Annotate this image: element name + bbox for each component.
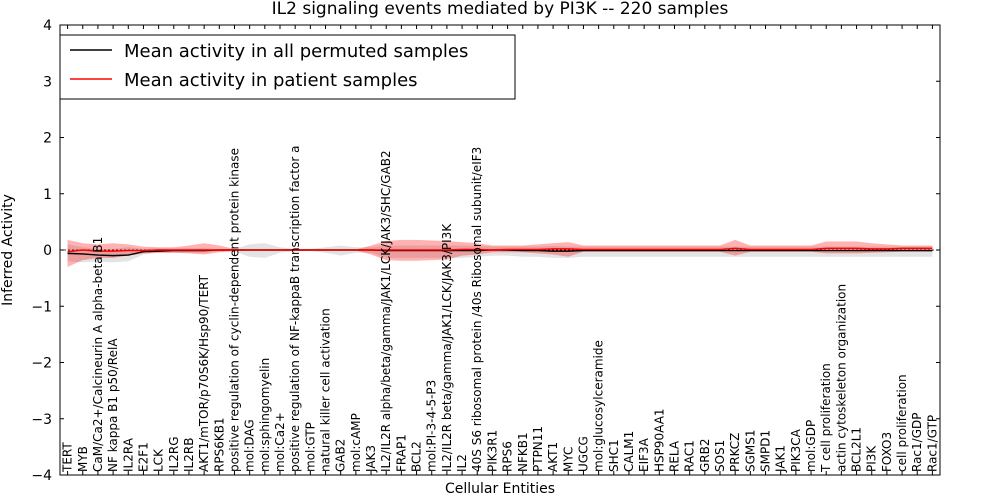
y-tick-label: −1 (31, 299, 52, 315)
category-label: SOS1 (713, 440, 727, 472)
y-tick-label: 0 (43, 243, 52, 259)
y-tick-label: 2 (43, 131, 52, 147)
category-label: CALM1 (622, 431, 636, 472)
category-labels: TERT MYB CaM/Ca2+/Calcineurin A alpha-beta… (61, 146, 940, 473)
plot-frame (59, 24, 941, 476)
category-label: TERT (61, 442, 75, 473)
category-label: PTPN11 (531, 426, 545, 472)
category-label: SMPD1 (759, 430, 773, 472)
category-label: FOXO3 (880, 432, 894, 472)
category-label: RPS6 (501, 441, 515, 472)
category-label: SHC1 (607, 439, 621, 472)
y-tick-label: 3 (43, 74, 52, 90)
category-label: UGCG (576, 436, 590, 472)
category-label: PIK3CA (789, 428, 803, 472)
category-label: mol:GTP (303, 422, 317, 472)
category-label: E2F1 (136, 442, 150, 472)
category-label: mol:glucosylceramide (592, 340, 606, 472)
legend-label-patient: Mean activity in patient samples (124, 70, 418, 91)
category-label: AKT1 (546, 442, 560, 472)
category-label: positive regulation of cyclin-dependent … (227, 148, 241, 472)
category-label: EIF3A (637, 437, 651, 472)
legend-label-permuted: Mean activity in all permuted samples (124, 41, 468, 62)
category-label: JAK3 (364, 445, 378, 473)
category-label: FRAP1 (394, 434, 408, 472)
chart-title: IL2 signaling events mediated by PI3K --… (272, 0, 729, 19)
line-patient-mean (67, 247, 933, 253)
y-tick-label: 4 (43, 18, 52, 34)
category-label: IL2RG (167, 437, 181, 473)
category-label: CaM/Ca2+/Calcineurin A alpha-beta B1 (91, 237, 105, 472)
category-label: GRB2 (698, 438, 712, 472)
y-axis-title: Inferred Activity (0, 194, 16, 306)
category-label: T cell proliferation (819, 363, 833, 473)
lines-layer (67, 247, 933, 257)
y-tick-label: −2 (31, 356, 52, 372)
y-tick-label: −4 (31, 468, 52, 484)
category-label: BCL2L1 (850, 427, 864, 472)
category-label: AKT1/mTOR/p70S6K/Hsp90/TERT (197, 274, 211, 472)
band-patient (67, 239, 933, 267)
category-label: Rac1/GDP (910, 413, 924, 472)
category-label: IL2/IL2R beta/gamma/JAK1/LCK/JAK3/PI3K (440, 223, 454, 472)
category-label: GAB2 (334, 439, 348, 472)
category-label: IL2RB (182, 438, 196, 472)
category-label: RELA (667, 440, 681, 472)
x-axis-title: Cellular Entities (445, 481, 555, 497)
category-label: SGMS1 (743, 429, 757, 472)
category-label: IL2RA (121, 437, 135, 472)
category-label: actin cytoskeleton organization (834, 284, 848, 472)
category-label: JAK1 (774, 445, 788, 473)
bands-layer (60, 239, 940, 267)
category-label: PRKCZ (728, 433, 742, 472)
category-label: mol:GDP (804, 420, 818, 472)
category-label: mol:DAG (243, 419, 257, 472)
category-label: PI3K (865, 445, 879, 472)
category-label: NFKB1 (516, 432, 530, 472)
legend-box (59, 34, 516, 100)
category-label: Rac1/GTP (925, 415, 939, 472)
category-label: IL2 (455, 454, 469, 472)
category-label: natural killer cell activation (319, 308, 333, 472)
y-tick-label: 1 (43, 187, 52, 203)
category-label: 40S S6 ribosomal protein /40s Ribosomal … (470, 147, 484, 472)
category-label: mol:PI-3-4-5-P3 (425, 380, 439, 472)
category-label: mol:Ca2+ (273, 412, 287, 472)
category-label: LCK (152, 448, 166, 472)
category-label: mol:cAMP (349, 413, 363, 472)
category-label: positive regulation of NF-kappaB transcr… (288, 146, 302, 472)
category-label: MYC (561, 447, 575, 472)
category-label: HSP90AA1 (652, 408, 666, 472)
band-permuted (67, 243, 933, 263)
y-axis: −4 −3 −2 −1 0 1 2 3 4 (31, 18, 940, 484)
y-tick-label: −3 (31, 412, 52, 428)
legend: Mean activity in all permuted samples Me… (59, 34, 516, 100)
x-axis (67, 25, 933, 475)
category-label: mol:sphingomyelin (258, 358, 272, 472)
category-label: NF kappa B1 p50/RelA (106, 338, 120, 472)
category-label: RPS6KB1 (212, 417, 226, 472)
category-label: PIK3R1 (485, 430, 499, 472)
category-label: MYB (76, 446, 90, 472)
category-label: RAC1 (683, 440, 697, 472)
category-label: cell proliferation (895, 374, 909, 472)
category-label: BCL2 (410, 441, 424, 472)
category-label: IL2/IL2R alpha/beta/gamma/JAK1/LCK/JAK3/… (379, 150, 393, 472)
